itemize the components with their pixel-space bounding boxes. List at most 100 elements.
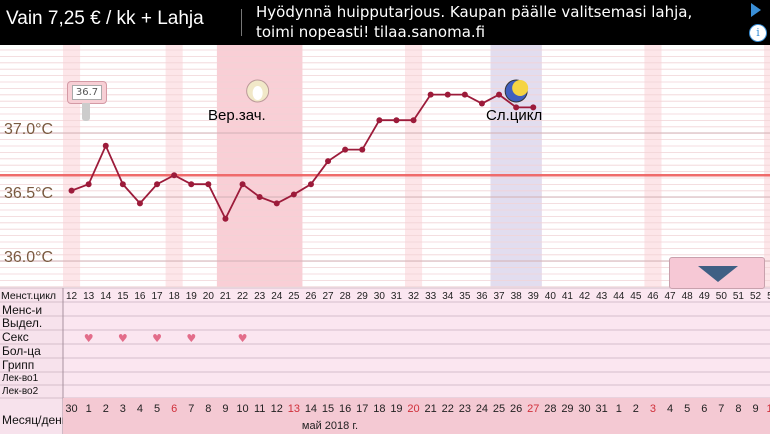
date-number[interactable]: 1 bbox=[86, 403, 92, 415]
cycle-day-number[interactable]: 12 bbox=[66, 291, 78, 302]
cycle-day-number[interactable]: 13 bbox=[83, 291, 95, 302]
date-number[interactable]: 8 bbox=[735, 403, 741, 415]
temperature-point[interactable] bbox=[102, 142, 109, 149]
cycle-day-number[interactable]: 52 bbox=[750, 291, 762, 302]
date-number[interactable]: 2 bbox=[103, 403, 109, 415]
temperature-point[interactable] bbox=[376, 117, 383, 124]
date-number[interactable]: 15 bbox=[322, 403, 334, 415]
date-number[interactable]: 31 bbox=[596, 403, 608, 415]
cycle-day-number[interactable]: 36 bbox=[476, 291, 488, 302]
date-number[interactable]: 3 bbox=[120, 403, 126, 415]
temperature-point[interactable] bbox=[393, 117, 400, 124]
ad-body-text[interactable]: Hyödynnä huipputarjous. Kaupan päälle va… bbox=[256, 3, 693, 41]
cycle-day-number[interactable]: 35 bbox=[459, 291, 471, 302]
cycle-day-number[interactable]: 14 bbox=[100, 291, 112, 302]
cycle-day-number[interactable]: 29 bbox=[357, 291, 369, 302]
cycle-day-number[interactable]: 43 bbox=[596, 291, 608, 302]
date-number[interactable]: 10 bbox=[236, 403, 248, 415]
cycle-day-number[interactable]: 31 bbox=[391, 291, 403, 302]
cycle-day-number[interactable]: 49 bbox=[699, 291, 711, 302]
temperature-point[interactable] bbox=[119, 181, 126, 188]
temperature-point[interactable] bbox=[530, 104, 537, 111]
heart-icon[interactable]: ♥ bbox=[118, 332, 128, 345]
cycle-day-number[interactable]: 39 bbox=[528, 291, 540, 302]
date-number[interactable]: 22 bbox=[442, 403, 454, 415]
temperature-point[interactable] bbox=[325, 158, 332, 165]
cycle-day-number[interactable]: 23 bbox=[254, 291, 266, 302]
date-number[interactable]: 11 bbox=[254, 403, 265, 415]
date-number[interactable]: 2 bbox=[633, 403, 639, 415]
cycle-day-number[interactable]: 20 bbox=[203, 291, 215, 302]
temperature-cursor-handle[interactable] bbox=[82, 103, 90, 121]
temperature-point[interactable] bbox=[68, 187, 75, 194]
temperature-point[interactable] bbox=[239, 181, 246, 188]
temperature-point[interactable] bbox=[513, 104, 520, 111]
cycle-day-number[interactable]: 37 bbox=[493, 291, 505, 302]
date-number[interactable]: 12 bbox=[271, 403, 283, 415]
cycle-day-number[interactable]: 47 bbox=[664, 291, 676, 302]
date-number[interactable]: 5 bbox=[154, 403, 160, 415]
date-number[interactable]: 21 bbox=[425, 403, 437, 415]
date-number[interactable]: 19 bbox=[390, 403, 402, 415]
cycle-day-number[interactable]: 25 bbox=[288, 291, 300, 302]
cycle-day-number[interactable]: 24 bbox=[271, 291, 283, 302]
cycle-day-number[interactable]: 22 bbox=[237, 291, 249, 302]
cycle-day-number[interactable]: 34 bbox=[442, 291, 454, 302]
cycle-day-number[interactable]: 18 bbox=[169, 291, 181, 302]
cycle-day-number[interactable]: 26 bbox=[305, 291, 317, 302]
temperature-point[interactable] bbox=[154, 181, 161, 188]
date-number[interactable]: 13 bbox=[288, 403, 300, 415]
temperature-point[interactable] bbox=[136, 200, 143, 207]
cycle-day-number[interactable]: 19 bbox=[186, 291, 198, 302]
date-number[interactable]: 25 bbox=[493, 403, 505, 415]
date-number[interactable]: 18 bbox=[373, 403, 385, 415]
date-number[interactable]: 28 bbox=[544, 403, 556, 415]
date-number[interactable]: 6 bbox=[171, 403, 177, 415]
date-number[interactable]: 9 bbox=[752, 403, 758, 415]
cycle-day-number[interactable]: 41 bbox=[562, 291, 574, 302]
date-number[interactable]: 3 bbox=[650, 403, 656, 415]
temperature-point[interactable] bbox=[290, 191, 297, 198]
temperature-point[interactable] bbox=[444, 91, 451, 98]
date-number[interactable]: 29 bbox=[561, 403, 573, 415]
cycle-day-number[interactable]: 40 bbox=[545, 291, 557, 302]
cycle-day-number[interactable]: 32 bbox=[408, 291, 420, 302]
cycle-day-number[interactable]: 44 bbox=[613, 291, 625, 302]
date-number[interactable]: 4 bbox=[667, 403, 673, 415]
heart-icon[interactable]: ♥ bbox=[84, 332, 94, 345]
cycle-day-number[interactable]: 48 bbox=[682, 291, 694, 302]
date-number[interactable]: 17 bbox=[356, 403, 368, 415]
temperature-point[interactable] bbox=[342, 146, 349, 153]
temperature-point[interactable] bbox=[478, 100, 485, 107]
temperature-cursor-bubble[interactable]: 36.7 bbox=[67, 81, 107, 104]
ad-headline[interactable]: Vain 7,25 € / kk + Lahja bbox=[6, 8, 204, 29]
temperature-point[interactable] bbox=[205, 181, 212, 188]
date-number[interactable]: 20 bbox=[407, 403, 419, 415]
temperature-point[interactable] bbox=[359, 146, 366, 153]
cycle-day-number[interactable]: 30 bbox=[374, 291, 386, 302]
cycle-day-number[interactable]: 16 bbox=[134, 291, 146, 302]
date-number[interactable]: 7 bbox=[188, 403, 194, 415]
temperature-point[interactable] bbox=[188, 181, 195, 188]
cycle-day-number[interactable]: 21 bbox=[220, 291, 232, 302]
cycle-day-number[interactable]: 45 bbox=[630, 291, 642, 302]
heart-icon[interactable]: ♥ bbox=[238, 332, 248, 345]
date-number[interactable]: 23 bbox=[459, 403, 471, 415]
info-icon[interactable]: i bbox=[749, 24, 767, 42]
bbt-chart[interactable]: 37.0°C 36.5°C 36.0°C Вер.зач. Сл.цикл Менст.ц… bbox=[0, 45, 770, 434]
date-number[interactable]: 30 bbox=[578, 403, 590, 415]
temperature-point[interactable] bbox=[427, 91, 434, 98]
temperature-point[interactable] bbox=[496, 91, 503, 98]
temperature-point[interactable] bbox=[273, 200, 280, 207]
temperature-point[interactable] bbox=[171, 172, 178, 179]
cycle-day-number[interactable]: 28 bbox=[340, 291, 352, 302]
cycle-day-number[interactable]: 42 bbox=[579, 291, 591, 302]
temperature-point[interactable] bbox=[222, 215, 229, 222]
date-number[interactable]: 1 bbox=[616, 403, 622, 415]
date-number[interactable]: 24 bbox=[476, 403, 488, 415]
cycle-day-number[interactable]: 15 bbox=[117, 291, 129, 302]
date-number[interactable]: 10 bbox=[767, 403, 770, 415]
date-number[interactable]: 8 bbox=[205, 403, 211, 415]
cycle-day-number[interactable]: 53 bbox=[767, 291, 770, 302]
date-number[interactable]: 7 bbox=[718, 403, 724, 415]
